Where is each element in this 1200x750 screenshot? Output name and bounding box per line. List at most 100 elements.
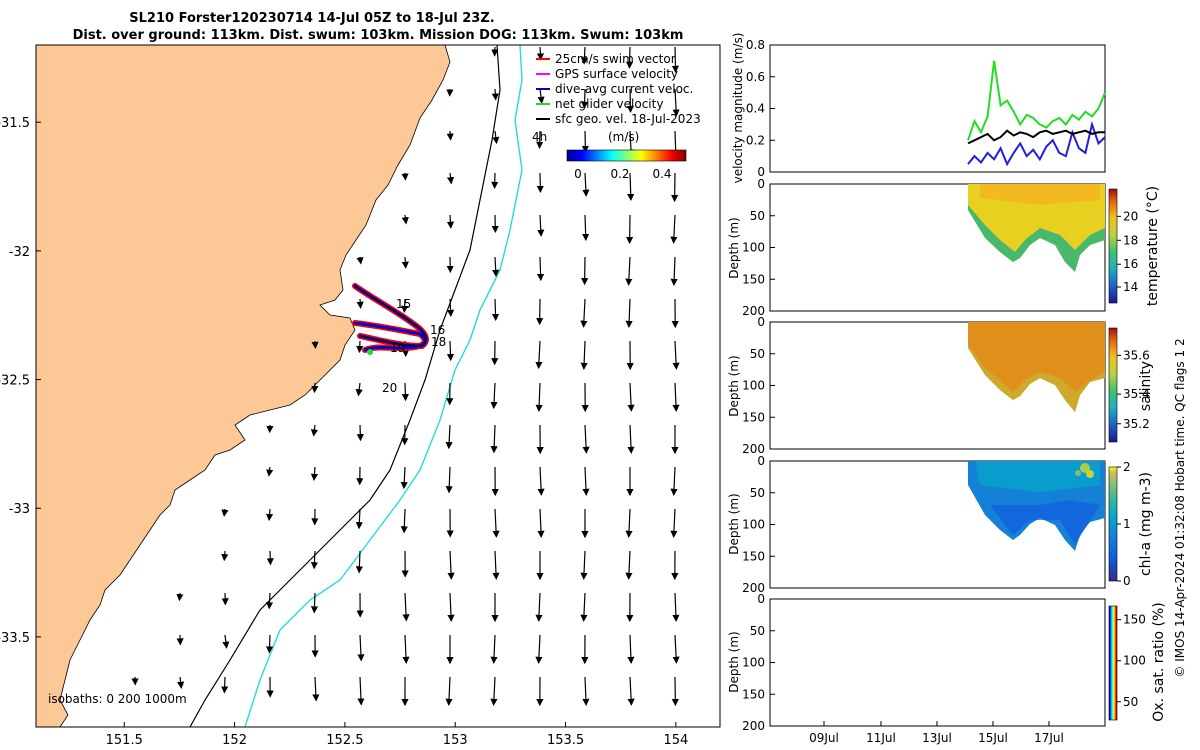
depth-tick-label: 150 [742, 549, 765, 563]
velocity-vector [580, 46, 589, 65]
velocity-vector [310, 550, 319, 570]
velocity-vector [581, 88, 589, 109]
legend-label: 25cm/s swim vector [555, 52, 676, 66]
velocity-vector [582, 676, 590, 707]
velocity-vector [627, 382, 635, 412]
velocity-vector [582, 172, 590, 197]
velocity-vector [625, 550, 633, 580]
depth-tick-label: 0 [757, 592, 765, 606]
velocity-vector [627, 634, 635, 665]
map-x-tick-label: 151.5 [106, 733, 143, 748]
velocity-vector [492, 256, 500, 277]
velocity-vector [356, 298, 364, 309]
velocity-vector [672, 382, 680, 412]
map-x-tick-label: 154 [663, 733, 688, 748]
velocity-series-line [967, 60, 1106, 141]
depth-tick-label: 50 [750, 624, 765, 638]
velocity-vector [672, 340, 680, 370]
depth-tick-label: 100 [742, 241, 765, 255]
day-label-19: 19 [390, 341, 405, 355]
velocity-vector [401, 214, 409, 225]
depth-tick-label: 100 [742, 379, 765, 393]
velocity-vector [672, 634, 680, 664]
velocity-vector [446, 340, 455, 362]
velocity-tick-label: 0.6 [746, 70, 765, 84]
day-label-18: 18 [431, 335, 446, 349]
velocity-vector [535, 382, 543, 413]
velocity-vector [357, 634, 365, 662]
velocity-vector [491, 88, 499, 101]
velocity-vector [401, 382, 409, 402]
legend-label: sfc geo. vel. 18-Jul-2023 [555, 112, 701, 126]
legend-cbar-tick: 0 [574, 167, 582, 181]
legend-colorbar-label: (m/s) [608, 130, 639, 144]
velocity-vector [627, 676, 635, 706]
legend-label: dive-avg current veloc. [555, 82, 693, 96]
velocity-vector [356, 256, 364, 265]
map-y-ticks: -31.5 -32 -32.5 -33 -33.5 [0, 116, 41, 646]
salinity-panel: 0 50 100 150 200 Depth (m) 35.2 35.4 35.6 sali… [727, 315, 1154, 456]
colorbar-tick-label: 35.6 [1123, 348, 1150, 362]
depth-tick-label: 0 [757, 454, 765, 468]
velocity-vector [490, 676, 498, 706]
velocity-vector [355, 508, 363, 530]
day-label-15: 15 [396, 297, 411, 311]
depth-tick-label: 200 [742, 581, 765, 595]
velocity-vector [356, 424, 364, 442]
map-x-tick-label: 152 [222, 733, 247, 748]
velocity-vector [536, 256, 545, 282]
velocity-vector [582, 466, 590, 496]
velocity-vector [627, 424, 635, 454]
land [36, 45, 451, 727]
depth-tick-label: 200 [742, 304, 765, 318]
velocity-vector [402, 592, 410, 622]
legend-time-label: 4h [532, 130, 547, 144]
velocity-vector [355, 550, 363, 574]
velocity-vector [445, 676, 453, 706]
depth-tick-label: 0 [757, 177, 765, 191]
velocity-vector [670, 466, 678, 496]
depth-tick-label: 200 [742, 719, 765, 733]
velocity-series-line [967, 129, 1105, 145]
velocity-vector [580, 340, 588, 371]
velocity-vector [580, 298, 588, 328]
map-y-tick-label: -33 [9, 502, 30, 517]
velocity-vector [580, 592, 588, 622]
date-tick-label: 09Jul [809, 731, 839, 745]
depth-tick-label: 150 [742, 410, 765, 424]
velocity-vector [401, 256, 409, 269]
depth-tick-label: 200 [742, 442, 765, 456]
velocity-vector [490, 634, 498, 664]
velocity-vector [537, 508, 545, 538]
velocity-vector [492, 130, 500, 145]
date-tick-label: 15Jul [978, 731, 1008, 745]
velocity-vector [445, 424, 453, 450]
isobaths-label: isobaths: 0 200 1000m [48, 692, 187, 706]
isobath-1000m [189, 45, 501, 727]
credit-text: © IMOS 14-Apr-2024 01:32:08 Hobart time.… [1173, 338, 1187, 677]
map-y-tick-label: -31.5 [0, 116, 30, 131]
velocity-vector [672, 592, 680, 623]
velocity-vector [177, 676, 185, 689]
velocity-vector [265, 634, 274, 654]
map-x-ticks: 151.5 152 152.5 153 153.5 154 [106, 722, 688, 748]
depth-tick-label: 100 [742, 518, 765, 532]
velocity-vector [446, 214, 455, 229]
map-y-tick-label: -33.5 [0, 631, 30, 646]
velocity-vector [625, 298, 633, 329]
velocity-vector [310, 592, 319, 614]
salinity-colorbar-label: salinity [1138, 361, 1154, 411]
velocity-vector [265, 592, 274, 610]
colorbar-tick-label: 50 [1123, 695, 1138, 709]
colorbar-tick-label: 2 [1123, 460, 1131, 474]
temperature-ylabel: Depth (m) [727, 217, 741, 278]
temperature-colorbar-label: temperature (°C) [1145, 186, 1161, 306]
velocity-vector [626, 88, 634, 113]
temperature-colorbar [1108, 188, 1118, 304]
velocity-vector [627, 172, 635, 202]
date-tick-label: 17Jul [1034, 731, 1064, 745]
velocity-vector [310, 466, 319, 482]
legend-colorbar [566, 149, 687, 162]
velocity-panel: 0 0.2 0.4 0.6 0.8 velocity magnitude (m/s) [731, 33, 1106, 183]
